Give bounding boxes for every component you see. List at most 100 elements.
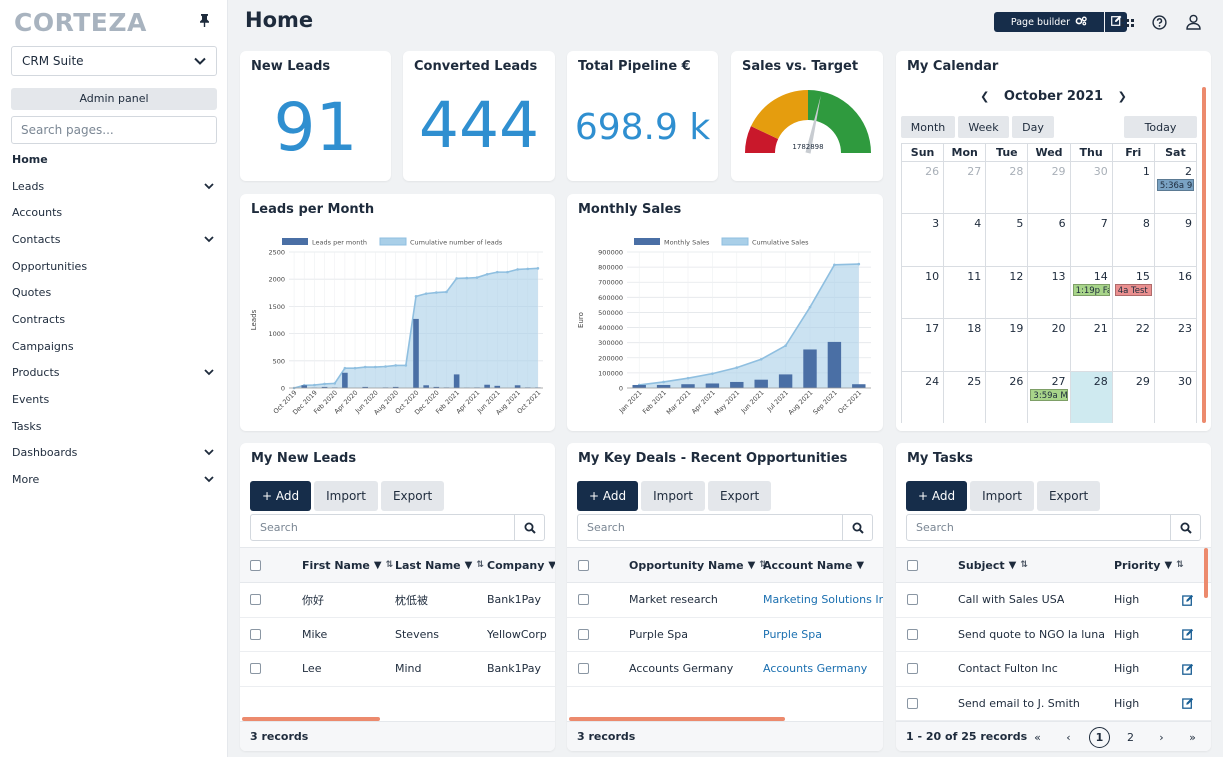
calendar-day[interactable]: 11 — [943, 265, 986, 319]
day-view-button[interactable]: Day — [1012, 116, 1054, 138]
pin-icon[interactable] — [199, 14, 210, 31]
calendar-day[interactable]: 28 — [1069, 370, 1112, 423]
row-checkbox[interactable] — [907, 652, 918, 686]
horizontal-scrollbar[interactable] — [242, 717, 380, 721]
row-checkbox[interactable] — [250, 583, 261, 617]
sort-icon[interactable]: ⇅ — [476, 560, 484, 570]
column-header[interactable]: First Name ▼ ⇅ — [302, 558, 394, 572]
calendar-day[interactable]: 12 — [985, 265, 1028, 319]
sort-icon[interactable]: ⇅ — [1176, 560, 1184, 570]
deals-search-input[interactable] — [578, 515, 842, 540]
apps-grid-icon[interactable] — [1117, 12, 1137, 32]
calendar-day[interactable]: 1 — [1111, 161, 1154, 214]
add-deal-button[interactable]: + Add — [577, 481, 639, 511]
calendar-day[interactable]: 22 — [1111, 318, 1154, 371]
table-row[interactable]: Call with Sales USA High — [896, 583, 1211, 618]
horizontal-scrollbar[interactable] — [569, 717, 785, 721]
add-task-button[interactable]: + Add — [906, 481, 968, 511]
bar[interactable] — [301, 385, 308, 388]
sidebar-item-tasks[interactable]: Tasks — [0, 413, 228, 440]
table-row[interactable]: Send email to J. Smith High — [896, 687, 1211, 721]
calendar-day[interactable]: 25 — [943, 370, 986, 423]
column-header[interactable]: Priority ▼ ⇅ — [1114, 558, 1184, 572]
row-checkbox[interactable] — [250, 618, 261, 652]
row-checkbox[interactable] — [578, 583, 589, 617]
sidebar-item-campaigns[interactable]: Campaigns — [0, 333, 228, 360]
calendar-day[interactable]: 26 — [901, 161, 944, 214]
calendar-day[interactable]: 21 — [1069, 318, 1112, 371]
select-all-checkbox[interactable] — [907, 548, 918, 582]
first-page-icon[interactable]: « — [1034, 730, 1041, 744]
table-row[interactable]: Market research Marketing Solutions Inc — [567, 583, 883, 618]
page-2-button[interactable]: 2 — [1127, 730, 1134, 744]
calendar-day[interactable]: 141:19p Fair — [1069, 265, 1112, 319]
edit-icon[interactable] — [1182, 583, 1194, 617]
column-header[interactable]: Subject ▼ ⇅ — [958, 558, 1028, 572]
edit-icon[interactable] — [1182, 652, 1194, 686]
filter-icon[interactable]: ▼ — [856, 559, 865, 571]
calendar-day[interactable]: 4 — [943, 213, 986, 266]
import-deals-button[interactable]: Import — [641, 481, 705, 511]
filter-icon[interactable]: ▼ — [373, 559, 382, 571]
page-builder-button[interactable]: Page builder — [994, 12, 1104, 32]
calendar-day[interactable]: 10 — [901, 265, 944, 319]
chevron-down-icon[interactable] — [202, 366, 216, 379]
calendar-day[interactable]: 6 — [1027, 213, 1070, 266]
calendar-event[interactable]: 5:36a 98 — [1156, 179, 1194, 191]
select-all-checkbox[interactable] — [578, 548, 589, 582]
sidebar-item-quotes[interactable]: Quotes — [0, 279, 228, 306]
search-icon[interactable] — [514, 515, 544, 540]
bar[interactable] — [681, 384, 695, 388]
sidebar-item-accounts[interactable]: Accounts — [0, 199, 228, 226]
calendar-day[interactable]: 29 — [1027, 161, 1070, 214]
column-header[interactable]: Last Name ▼ ⇅ — [395, 558, 484, 572]
row-checkbox[interactable] — [578, 652, 589, 686]
calendar-day[interactable]: 30 — [1153, 370, 1197, 423]
calendar-day[interactable]: 17 — [901, 318, 944, 371]
bar[interactable] — [423, 385, 429, 388]
table-row[interactable]: Purple Spa Purple Spa — [567, 618, 883, 652]
calendar-day[interactable]: 29 — [1111, 370, 1154, 423]
column-header[interactable]: Opportunity Name ▼ ⇅ — [629, 558, 767, 572]
calendar-day[interactable]: 13 — [1027, 265, 1070, 319]
calendar-day[interactable]: 16 — [1153, 265, 1197, 319]
calendar-day[interactable]: 30 — [1069, 161, 1112, 214]
bar[interactable] — [494, 385, 501, 388]
legend-label[interactable]: Cumulative number of leads — [410, 239, 503, 247]
bar[interactable] — [321, 386, 328, 388]
sidebar-item-dashboards[interactable]: Dashboards — [0, 440, 228, 467]
sort-icon[interactable]: ⇅ — [1020, 560, 1028, 570]
chevron-down-icon[interactable] — [202, 180, 216, 193]
import-tasks-button[interactable]: Import — [970, 481, 1034, 511]
sidebar-item-products[interactable]: Products — [0, 360, 228, 387]
calendar-event[interactable]: 4a Test — [1114, 283, 1152, 296]
bar[interactable] — [484, 384, 490, 388]
search-icon[interactable] — [842, 515, 872, 540]
bar[interactable] — [413, 318, 419, 388]
bar[interactable] — [730, 381, 744, 388]
filter-icon[interactable]: ▼ — [548, 559, 555, 571]
table-cell[interactable]: Marketing Solutions Inc — [763, 593, 883, 607]
sidebar-item-events[interactable]: Events — [0, 386, 228, 413]
row-checkbox[interactable] — [907, 618, 918, 652]
bar[interactable] — [453, 374, 460, 388]
chevron-right-icon[interactable]: ❯ — [1117, 90, 1127, 103]
bar[interactable] — [656, 384, 671, 388]
chevron-down-icon[interactable] — [202, 233, 216, 246]
bar[interactable] — [852, 384, 866, 388]
bar[interactable] — [392, 386, 399, 388]
row-checkbox[interactable] — [907, 687, 918, 721]
filter-icon[interactable]: ▼ — [747, 559, 756, 571]
edit-icon[interactable] — [1182, 618, 1194, 652]
table-row[interactable]: Accounts Germany Accounts Germany — [567, 652, 883, 687]
export-tasks-button[interactable]: Export — [1036, 481, 1101, 511]
month-view-button[interactable]: Month — [901, 116, 955, 138]
select-all-checkbox[interactable] — [250, 548, 261, 582]
sort-icon[interactable]: ⇅ — [385, 560, 394, 570]
table-cell[interactable]: Purple Spa — [763, 627, 822, 641]
chevron-down-icon[interactable] — [202, 473, 216, 486]
leads-search-input[interactable] — [251, 515, 514, 540]
week-view-button[interactable]: Week — [958, 116, 1009, 138]
admin-panel-button[interactable]: Admin panel — [11, 88, 217, 110]
add-lead-button[interactable]: + Add — [250, 481, 312, 511]
